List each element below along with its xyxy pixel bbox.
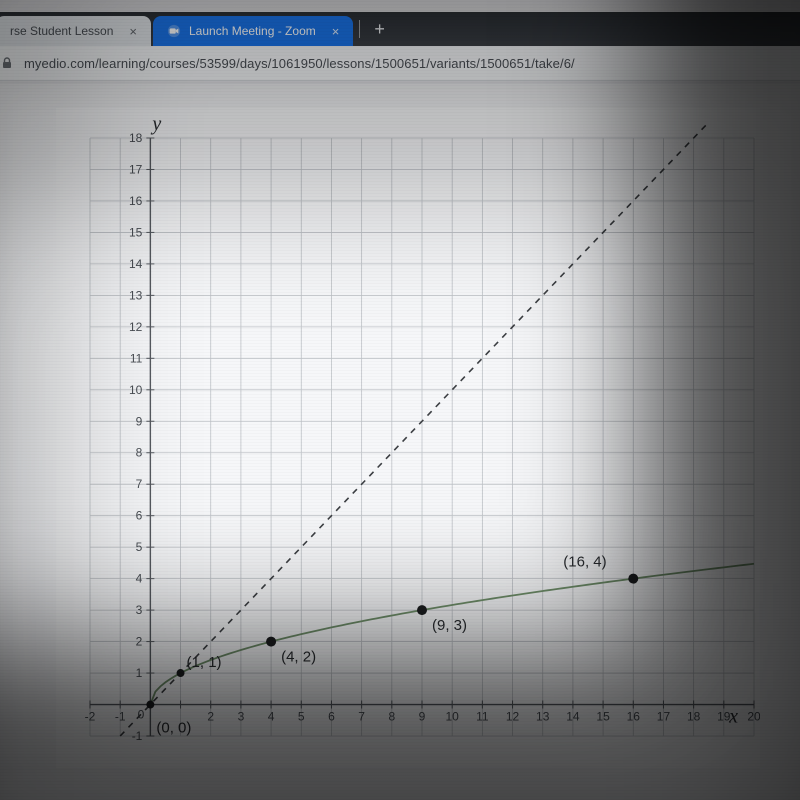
svg-text:16: 16 (627, 710, 641, 724)
browser-window: rse Student Lesson × Launch Meeting - Zo… (0, 12, 800, 81)
svg-text:17: 17 (657, 710, 671, 724)
svg-text:8: 8 (136, 446, 143, 460)
svg-text:3: 3 (238, 710, 245, 724)
svg-text:15: 15 (596, 710, 610, 724)
svg-text:12: 12 (129, 320, 143, 334)
svg-text:13: 13 (536, 710, 550, 724)
svg-text:12: 12 (506, 710, 520, 724)
page-content: -2-12345678910111213141516171819200-1123… (0, 84, 800, 800)
svg-text:11: 11 (476, 710, 489, 724)
new-tab-button[interactable]: + (364, 19, 395, 40)
svg-text:18: 18 (129, 131, 143, 145)
svg-text:-1: -1 (115, 710, 126, 724)
tab-student-lesson[interactable]: rse Student Lesson × (0, 16, 151, 46)
svg-text:y: y (150, 113, 161, 135)
svg-text:20: 20 (747, 710, 760, 724)
zoom-icon (167, 24, 181, 38)
close-icon[interactable]: × (332, 24, 340, 39)
close-icon[interactable]: × (129, 24, 137, 39)
svg-text:14: 14 (129, 257, 143, 271)
svg-text:16: 16 (129, 194, 143, 208)
svg-text:7: 7 (136, 477, 143, 491)
url-text: myedio.com/learning/courses/53599/days/1… (24, 56, 575, 71)
svg-text:13: 13 (129, 288, 143, 302)
tab-strip: rse Student Lesson × Launch Meeting - Zo… (0, 12, 800, 46)
svg-text:5: 5 (298, 710, 305, 724)
coordinate-chart: -2-12345678910111213141516171819200-1123… (56, 108, 760, 768)
tab-divider (359, 20, 360, 38)
svg-text:9: 9 (419, 710, 426, 724)
svg-text:2: 2 (207, 710, 214, 724)
svg-text:5: 5 (136, 540, 143, 554)
svg-text:0: 0 (138, 708, 145, 722)
svg-text:6: 6 (136, 509, 143, 523)
svg-text:(4, 2): (4, 2) (281, 649, 316, 666)
svg-text:-2: -2 (85, 710, 96, 724)
url-bar[interactable]: myedio.com/learning/courses/53599/days/1… (0, 46, 800, 81)
svg-text:(1, 1): (1, 1) (187, 654, 222, 671)
svg-text:1: 1 (136, 666, 143, 680)
lock-icon (0, 56, 14, 70)
svg-text:(0, 0): (0, 0) (156, 720, 191, 737)
svg-text:10: 10 (129, 383, 143, 397)
svg-text:15: 15 (129, 225, 143, 239)
tab-zoom[interactable]: Launch Meeting - Zoom × (153, 16, 353, 46)
svg-text:2: 2 (136, 635, 143, 649)
svg-text:9: 9 (136, 414, 143, 428)
svg-text:(16, 4): (16, 4) (563, 554, 606, 571)
svg-text:7: 7 (358, 710, 365, 724)
tab-label: rse Student Lesson (10, 24, 113, 38)
svg-text:18: 18 (687, 710, 701, 724)
chart-svg: -2-12345678910111213141516171819200-1123… (56, 108, 760, 768)
svg-text:14: 14 (566, 710, 580, 724)
svg-text:11: 11 (130, 351, 143, 365)
svg-text:(9, 3): (9, 3) (432, 617, 467, 634)
svg-text:6: 6 (328, 710, 335, 724)
svg-text:-1: -1 (132, 729, 143, 743)
svg-text:4: 4 (136, 572, 143, 586)
svg-text:10: 10 (446, 710, 460, 724)
svg-text:4: 4 (268, 710, 275, 724)
svg-text:x: x (728, 706, 738, 728)
svg-text:8: 8 (388, 710, 395, 724)
svg-text:3: 3 (136, 603, 143, 617)
svg-text:17: 17 (129, 162, 143, 176)
tab-label: Launch Meeting - Zoom (189, 24, 316, 38)
